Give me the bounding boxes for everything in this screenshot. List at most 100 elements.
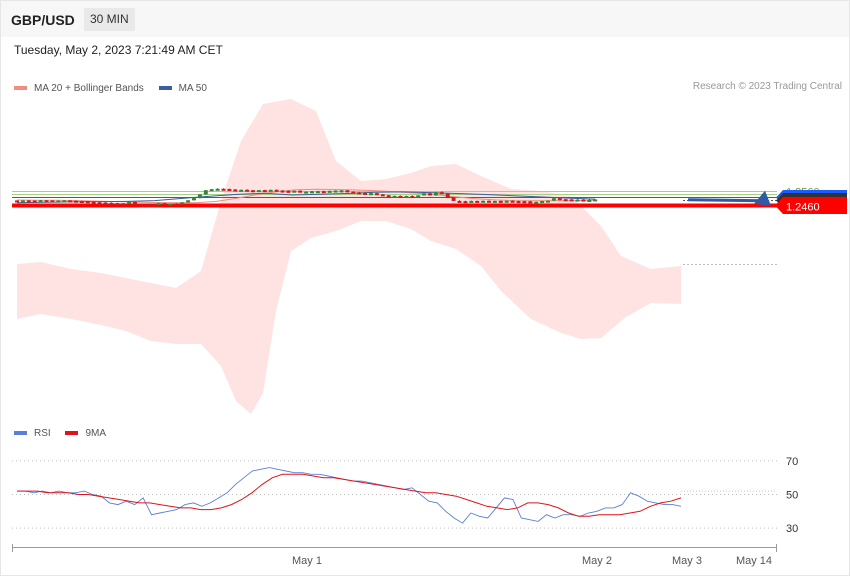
- candle-body: [245, 189, 250, 192]
- candle-body: [463, 201, 468, 204]
- legend-swatch-ma50: [158, 86, 172, 90]
- candle-body: [103, 202, 108, 205]
- candle-body: [404, 196, 409, 199]
- candle-body: [239, 189, 244, 192]
- candle-body: [563, 199, 568, 202]
- candle-body: [215, 188, 220, 191]
- rsi-ma-line: [17, 473, 682, 517]
- candle-body: [410, 196, 415, 199]
- candle-body: [475, 200, 480, 203]
- x-tick-label-0: May 1: [292, 555, 322, 567]
- legend-item-ma50: MA 50: [158, 83, 207, 94]
- symbol-title: GBP/USD: [11, 12, 75, 28]
- candle-body: [138, 204, 143, 207]
- candle-body: [121, 203, 126, 206]
- candle-body: [26, 200, 31, 203]
- candle-body: [357, 192, 362, 195]
- candle-body: [481, 200, 486, 203]
- candle-body: [74, 200, 78, 203]
- candle-body: [422, 193, 427, 196]
- candle-body: [85, 201, 90, 204]
- candle-body: [551, 198, 556, 201]
- candle-body: [369, 193, 373, 196]
- candle-body: [227, 189, 232, 192]
- candle-body: [534, 201, 539, 204]
- candle-body: [304, 191, 309, 194]
- candle-body: [345, 190, 350, 193]
- bollinger-band: [17, 99, 681, 414]
- candle-body: [62, 200, 67, 203]
- timeframe-button[interactable]: 30 MIN: [84, 8, 135, 31]
- rsi-line: [17, 467, 682, 524]
- candle-body: [209, 189, 214, 192]
- candle-body: [575, 199, 580, 202]
- candle-body: [528, 201, 533, 204]
- candle-body: [428, 193, 432, 196]
- legend-label-rsi: RSI: [34, 427, 51, 439]
- candle-body: [251, 190, 255, 193]
- candle-body: [20, 200, 25, 203]
- candle-body: [15, 200, 19, 203]
- candle-body: [109, 202, 114, 205]
- rsi-tick-label-70: 70: [786, 456, 798, 468]
- rsi-tick-label-50: 50: [786, 490, 798, 502]
- candle-body: [268, 189, 273, 192]
- candle-body: [127, 201, 132, 204]
- candle-body: [380, 194, 385, 197]
- chart-timestamp: Tuesday, May 2, 2023 7:21:49 AM CET: [14, 43, 223, 57]
- candle-body: [144, 204, 149, 207]
- candle-body: [162, 203, 167, 206]
- candle-body: [374, 193, 379, 196]
- candle-body: [457, 200, 462, 203]
- candle-body: [310, 191, 314, 194]
- candle-body: [451, 197, 456, 201]
- candle-body: [91, 201, 96, 204]
- legend-swatch-rsi: [14, 431, 27, 435]
- candle-body: [333, 190, 338, 193]
- x-tick-label-3: May 14: [736, 555, 772, 567]
- legend-label-rsi-ma: 9MA: [85, 427, 107, 439]
- candle-body: [44, 200, 49, 203]
- candle-body: [133, 201, 137, 205]
- candle-body: [487, 200, 491, 203]
- candle-body: [569, 199, 574, 202]
- candle-body: [581, 199, 586, 202]
- candle-body: [351, 191, 356, 194]
- candle-body: [557, 198, 562, 201]
- candle-body: [439, 192, 444, 195]
- legend-swatch-ma20: [14, 86, 27, 90]
- candle-body: [168, 203, 173, 206]
- candle-body: [298, 190, 303, 193]
- candle-body: [97, 202, 102, 205]
- candle-body: [498, 200, 503, 203]
- candle-body: [398, 195, 403, 198]
- candle-body: [315, 191, 320, 194]
- candle-body: [150, 205, 155, 208]
- candle-body: [56, 200, 61, 203]
- candle-body: [203, 190, 208, 195]
- ma50-line: [16, 191, 596, 204]
- candle-body: [593, 199, 598, 202]
- candle-body: [68, 200, 73, 203]
- candle-body: [256, 190, 261, 193]
- x-tick-label-2: May 3: [672, 555, 702, 567]
- rsi-tick-label-30: 30: [786, 523, 798, 535]
- candle-body: [115, 203, 120, 206]
- candle-body: [180, 202, 185, 205]
- candle-body: [587, 200, 592, 203]
- candle-body: [79, 201, 84, 204]
- candle-body: [174, 203, 179, 206]
- candle-body: [416, 195, 421, 198]
- candle-body: [280, 190, 285, 193]
- candle-body: [386, 195, 391, 198]
- legend-item-rsi: RSI: [14, 428, 51, 439]
- candle-body: [186, 200, 191, 203]
- candle-body: [327, 190, 332, 193]
- candle-body: [546, 200, 550, 203]
- forecast-arrow-head: [754, 190, 771, 206]
- legend-item-ma20: MA 20 + Bollinger Bands: [14, 83, 144, 94]
- candle-body: [274, 189, 279, 192]
- forecast-arrow-line: [687, 198, 764, 203]
- candle-body: [221, 188, 226, 191]
